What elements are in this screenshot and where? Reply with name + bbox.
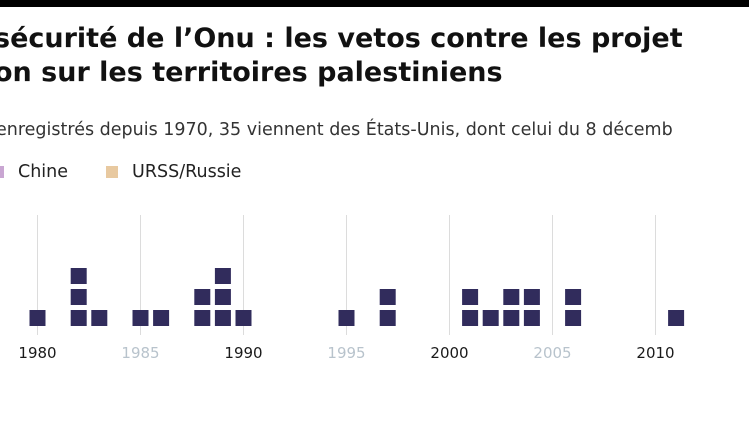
chart-subtitle: enregistrés depuis 1970, 35 viennent des… <box>0 120 673 140</box>
legend: Chine URSS/Russie <box>0 160 279 184</box>
veto-square-1982-2 <box>70 289 87 305</box>
veto-square-1983-1 <box>91 310 108 326</box>
veto-square-1997-1 <box>379 310 396 326</box>
veto-square-2006-2 <box>565 289 582 305</box>
tick-label-2010: 2010 <box>636 344 674 362</box>
tick-label-2000: 2000 <box>430 344 468 362</box>
veto-square-2002-1 <box>482 310 499 326</box>
veto-square-2004-1 <box>523 310 540 326</box>
veto-square-2006-1 <box>565 310 582 326</box>
veto-square-1982-3 <box>70 268 87 284</box>
veto-square-1988-1 <box>194 310 211 326</box>
tick-label-1985: 1985 <box>121 344 159 362</box>
veto-square-1988-2 <box>194 289 211 305</box>
veto-square-2001-2 <box>462 289 479 305</box>
veto-square-1989-3 <box>214 268 231 284</box>
tick-label-1995: 1995 <box>327 344 365 362</box>
veto-chart: 198019851990199520002005201020 <box>18 215 749 362</box>
legend-label-urss-russie: URSS/Russie <box>132 162 242 182</box>
tick-label-2005: 2005 <box>533 344 571 362</box>
veto-square-1982-1 <box>70 310 87 326</box>
title-line-2: on sur les territoires palestiniens <box>0 57 503 88</box>
legend-swatch-chine <box>0 166 4 178</box>
veto-square-2003-1 <box>503 310 520 326</box>
legend-item-urss-russie: URSS/Russie <box>106 162 241 182</box>
title-line-1: sécurité de l’Onu : les vetos contre les… <box>0 23 683 54</box>
veto-square-2003-2 <box>503 289 520 305</box>
veto-square-1989-1 <box>214 310 231 326</box>
tick-label-1990: 1990 <box>224 344 262 362</box>
legend-item-chine: Chine <box>0 162 68 182</box>
veto-square-2011-1 <box>668 310 685 326</box>
veto-square-1990-1 <box>235 310 252 326</box>
veto-square-1985-1 <box>132 310 149 326</box>
chart-title: sécurité de l’Onu : les vetos contre les… <box>0 22 683 90</box>
veto-square-1989-2 <box>214 289 231 305</box>
top-bar <box>0 0 749 7</box>
veto-square-1986-1 <box>153 310 170 326</box>
veto-square-1995-1 <box>338 310 355 326</box>
veto-square-2001-1 <box>462 310 479 326</box>
legend-swatch-urss-russie <box>106 166 119 178</box>
legend-label-chine: Chine <box>18 162 69 182</box>
tick-label-1980: 1980 <box>18 344 56 362</box>
veto-square-1997-2 <box>379 289 396 305</box>
veto-square-1980-1 <box>29 310 46 326</box>
veto-square-2004-2 <box>523 289 540 305</box>
